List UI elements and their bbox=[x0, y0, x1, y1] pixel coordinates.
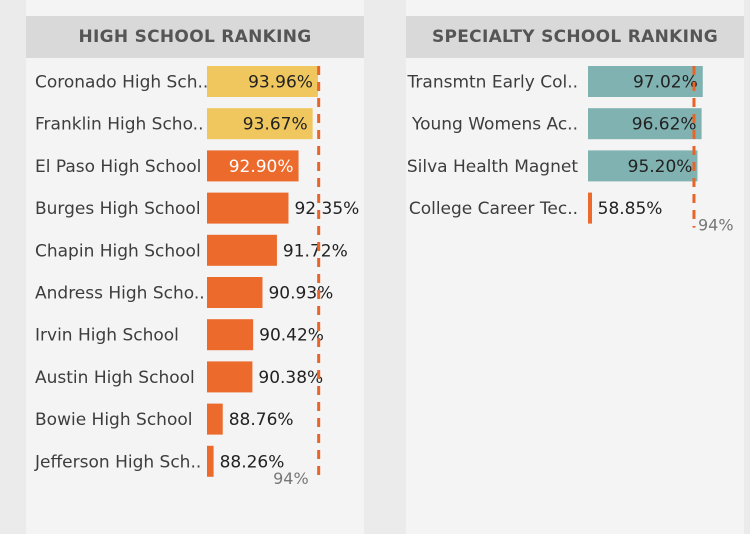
value-label: 92.35% bbox=[294, 199, 359, 219]
bar bbox=[207, 403, 223, 435]
value-label: 88.76% bbox=[229, 410, 294, 430]
category-label: Jefferson High Sch.. bbox=[34, 452, 201, 472]
bar bbox=[207, 66, 318, 97]
bar bbox=[207, 319, 254, 351]
value-label: 90.42% bbox=[259, 326, 324, 346]
bar bbox=[588, 192, 592, 224]
bar bbox=[207, 277, 263, 308]
category-label: Burges High School bbox=[35, 199, 201, 219]
bar bbox=[588, 150, 698, 182]
target-label: 94% bbox=[273, 469, 309, 488]
bar bbox=[588, 108, 702, 140]
bar bbox=[207, 108, 313, 140]
bar bbox=[207, 361, 253, 393]
value-label: 95.20% bbox=[628, 157, 693, 177]
category-label: Irvin High School bbox=[35, 326, 179, 346]
value-label: 58.85% bbox=[598, 199, 663, 219]
category-label: El Paso High School bbox=[35, 157, 201, 177]
specialty-school-ranking-title: SPECIALTY SCHOOL RANKING bbox=[406, 16, 744, 58]
value-label: 93.96% bbox=[248, 73, 313, 93]
bar bbox=[207, 234, 277, 266]
high-school-ranking-title: HIGH SCHOOL RANKING bbox=[26, 16, 364, 58]
bar bbox=[588, 66, 703, 97]
category-label: Andress High Scho.. bbox=[35, 284, 205, 304]
category-label: Transmtn Early Col.. bbox=[407, 73, 578, 93]
right-gutter bbox=[744, 0, 750, 534]
category-label: Chapin High School bbox=[35, 241, 201, 261]
value-label: 92.90% bbox=[229, 157, 294, 177]
bar bbox=[207, 445, 214, 477]
category-label: Franklin High Scho.. bbox=[35, 115, 204, 135]
bar bbox=[207, 192, 289, 224]
category-label: Young Womens Ac.. bbox=[411, 115, 578, 135]
left-gutter bbox=[0, 0, 26, 534]
category-label: Bowie High School bbox=[35, 410, 192, 430]
target-label: 94% bbox=[698, 216, 734, 235]
middle-gutter bbox=[364, 0, 406, 534]
category-label: Coronado High Sch.. bbox=[35, 73, 208, 93]
value-label: 91.72% bbox=[283, 241, 348, 261]
category-label: Austin High School bbox=[35, 368, 195, 388]
value-label: 90.38% bbox=[258, 368, 323, 388]
value-label: 97.02% bbox=[633, 73, 698, 93]
value-label: 88.26% bbox=[220, 452, 285, 472]
value-label: 96.62% bbox=[632, 115, 697, 135]
bar bbox=[207, 150, 299, 182]
category-label: Silva Health Magnet bbox=[407, 157, 578, 177]
category-label: College Career Tec.. bbox=[409, 199, 578, 219]
value-label: 90.93% bbox=[268, 284, 333, 304]
value-label: 93.67% bbox=[243, 115, 308, 135]
